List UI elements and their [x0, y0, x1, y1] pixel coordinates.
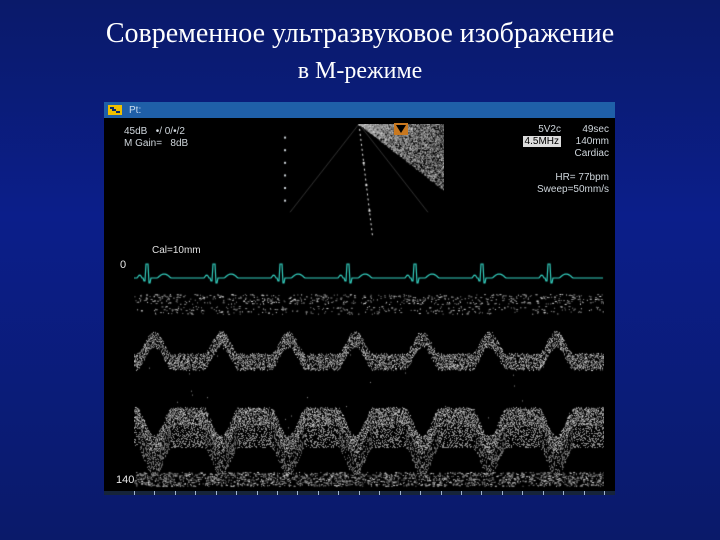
ultrasound-screenshot: Pt: 45dB •/ 0/•/2 M Gain= 8dB 5V2c 49sec… [104, 102, 615, 495]
hr-readout: HR= 77bpm [555, 172, 609, 183]
time-ruler [104, 491, 615, 495]
sweep-readout: Sweep=50mm/s [537, 184, 609, 195]
depth-max-label: 140 [116, 474, 134, 486]
patient-label: Pt: [129, 105, 141, 116]
slide-title: Современное ультразвуковое изображение [0, 0, 720, 50]
sector-2d-image [274, 124, 444, 239]
slide: Современное ультразвуковое изображение в… [0, 0, 720, 540]
depth-zero-label: 0 [120, 259, 126, 271]
preset-readout: Cardiac [575, 148, 609, 159]
gain-readout-2: M Gain= 8dB [124, 138, 188, 149]
probe-orientation-icon [394, 122, 408, 134]
depth-readout: 140mm [576, 136, 609, 147]
freq-readout: 4.5MHz [523, 136, 561, 147]
siemens-logo-icon [107, 104, 123, 116]
time-readout: 49sec [582, 124, 609, 135]
m-mode-image [134, 288, 604, 488]
probe-readout: 5V2c [538, 124, 561, 135]
cal-label: Cal=10mm [152, 245, 201, 256]
us-title-bar: Pt: [104, 102, 615, 118]
ecg-trace [134, 260, 604, 288]
gain-readout-1: 45dB •/ 0/•/2 [124, 126, 185, 137]
slide-subtitle: в М-режиме [0, 50, 720, 85]
